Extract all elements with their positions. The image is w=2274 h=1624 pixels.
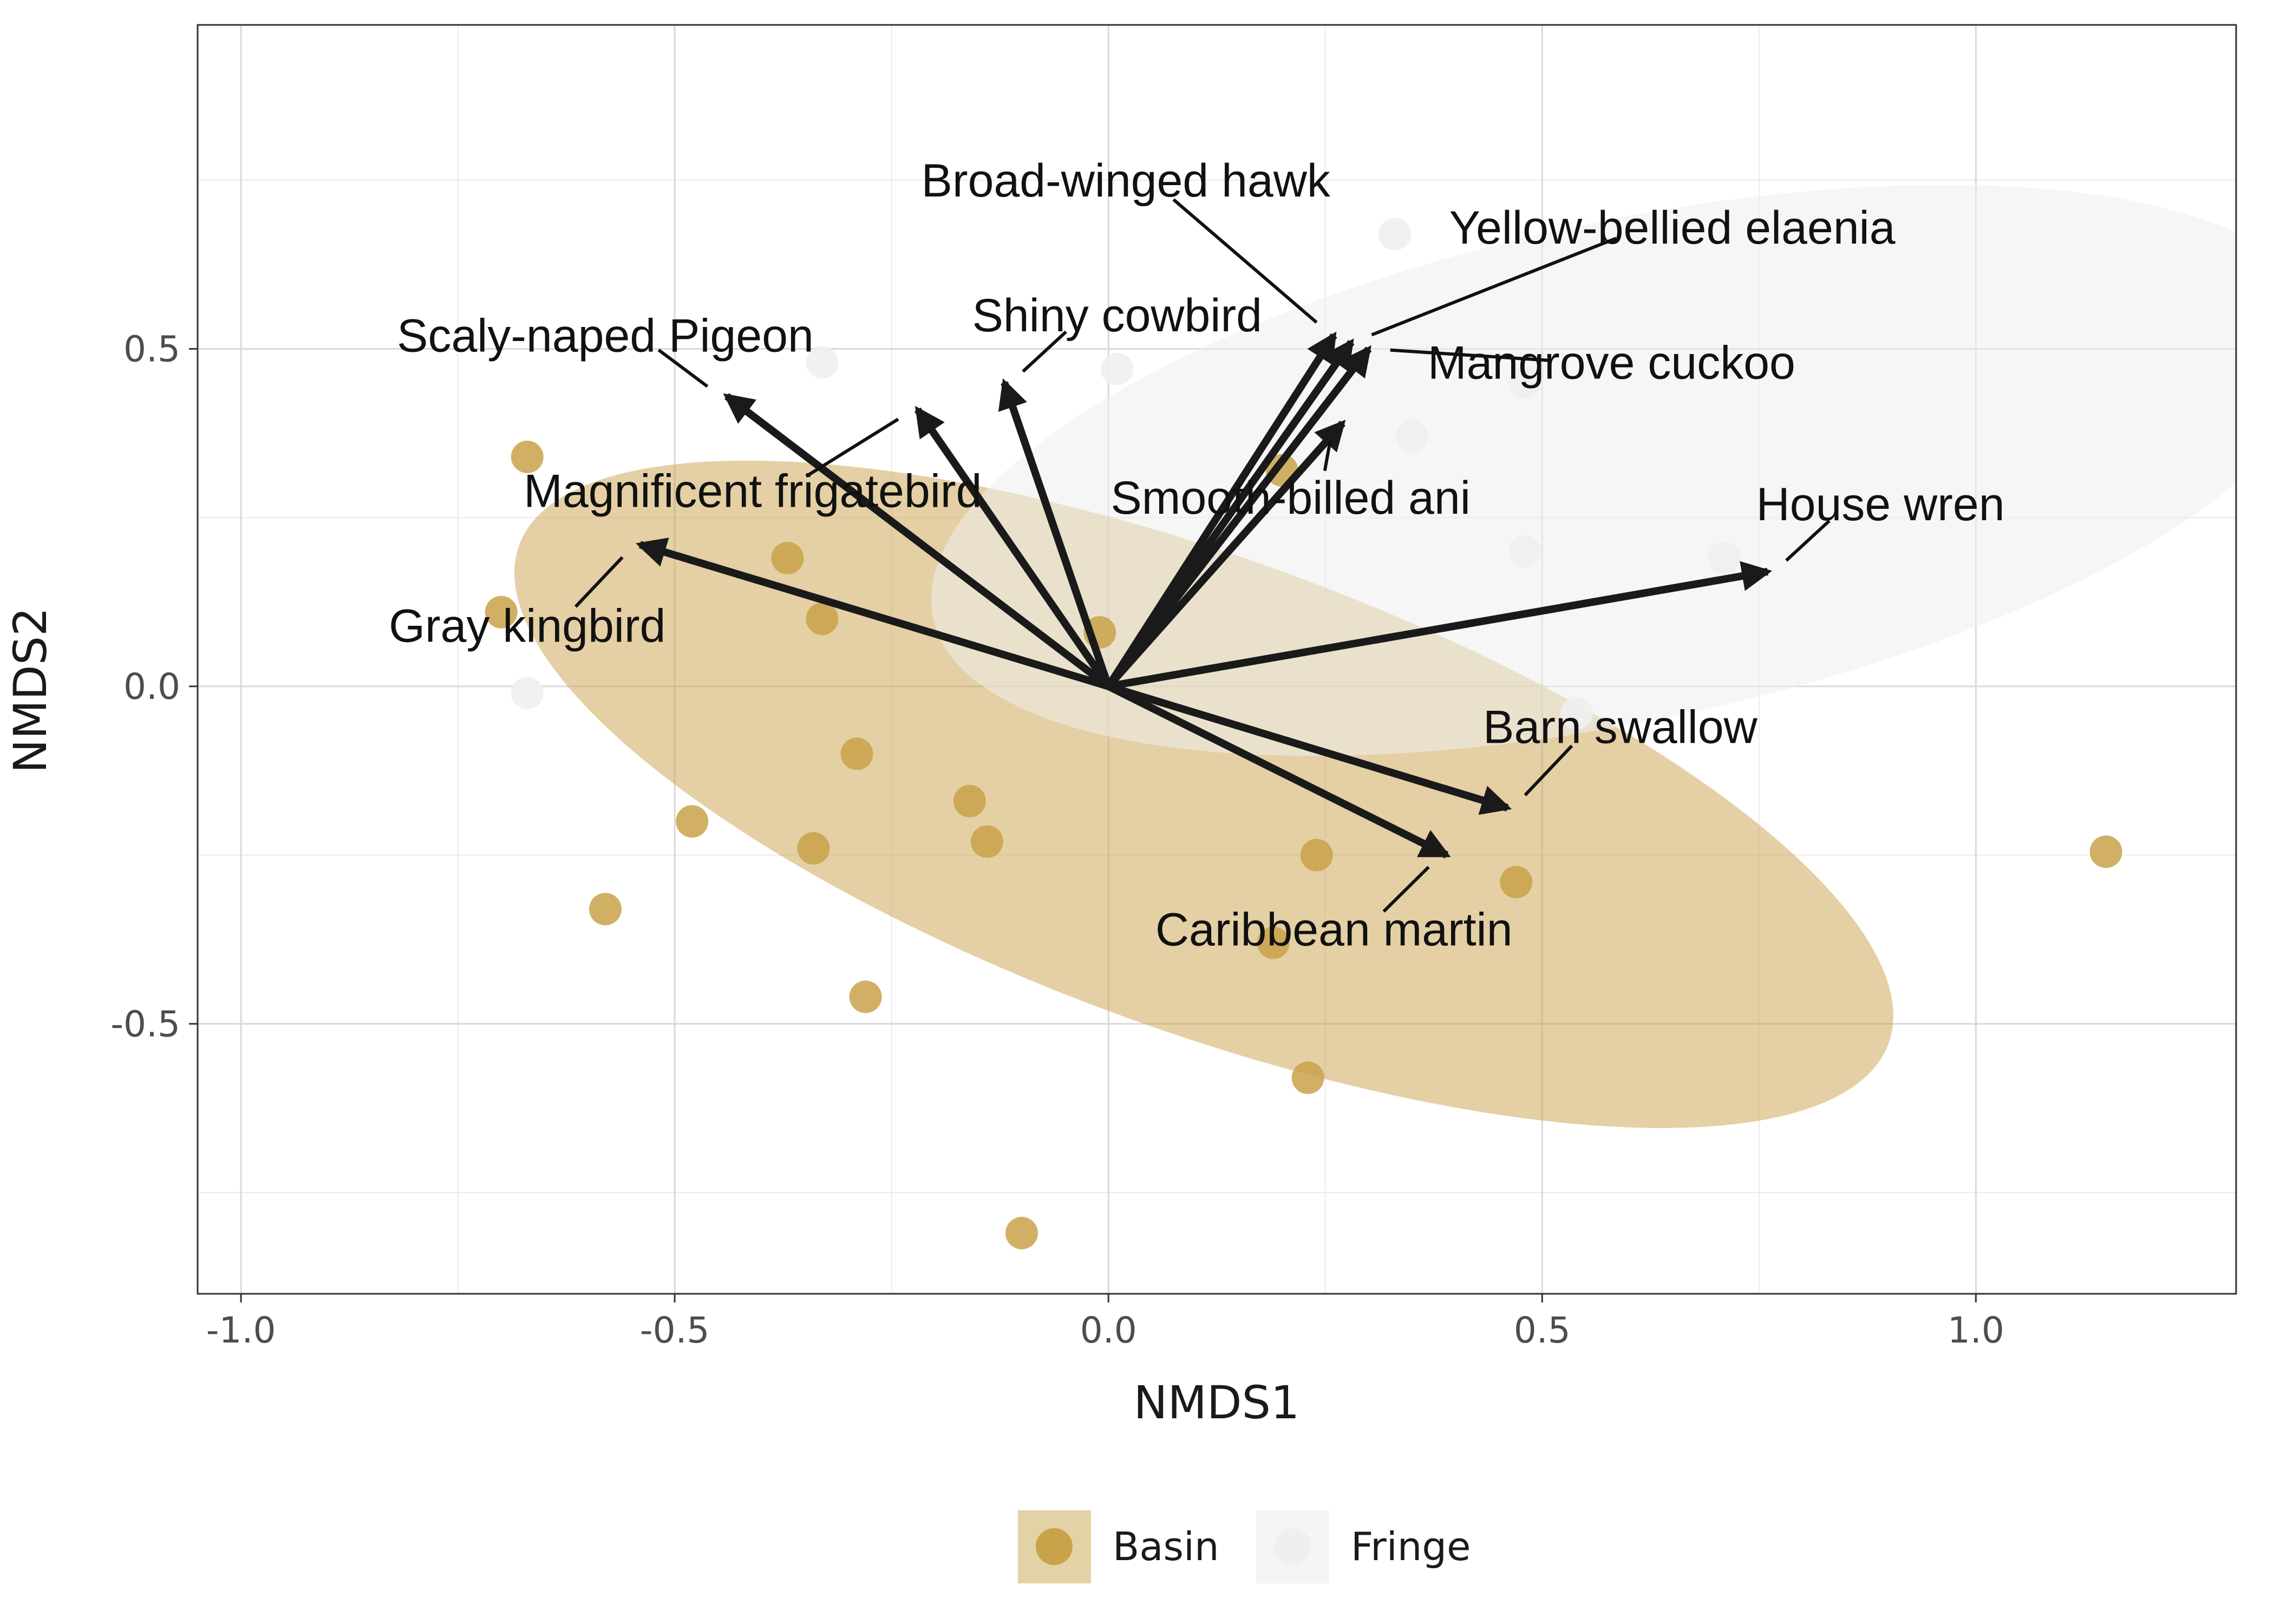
point-basin [797, 832, 830, 865]
leader-scaly-naped-pigeon [657, 348, 709, 388]
axis-ticks: -1.0 -0.5 0.0 0.5 1.0 -0.5 0.0 0.5 [110, 328, 2004, 1351]
vector-labels: Broad-winged hawk Yellow-bellied elaenia M… [389, 155, 2004, 956]
label-broad-winged-hawk: Broad-winged hawk [922, 155, 1331, 207]
point-basin [806, 603, 839, 636]
x-axis-title: NMDS1 [1134, 1376, 1300, 1429]
label-shiny-cowbird: Shiny cowbird [972, 290, 1262, 342]
x-tick-label: 1.0 [1948, 1309, 2004, 1351]
legend-point-basin [1036, 1528, 1073, 1565]
legend-label-basin: Basin [1113, 1524, 1219, 1569]
sample-points [485, 218, 2122, 1249]
point-basin [485, 595, 518, 628]
x-tick-label: 0.0 [1080, 1309, 1137, 1351]
point-fringe [511, 677, 544, 710]
point-basin [953, 784, 986, 817]
leader-yellow-bellied-elaenia [1371, 237, 1617, 337]
vector-barn-swallow [1107, 683, 1512, 815]
point-fringe [1508, 366, 1541, 399]
vector-gray-kingbird [636, 538, 1110, 690]
point-basin [1005, 1216, 1038, 1249]
leader-broad-winged-hawk [1172, 198, 1318, 324]
y-tick-label: 0.5 [123, 328, 180, 370]
point-fringe [1560, 697, 1593, 730]
vector-magnificent-frigatebird [914, 405, 1112, 689]
point-basin [1291, 1062, 1324, 1095]
label-house-wren: House wren [1756, 479, 2005, 531]
group-ellipses [514, 185, 2236, 1128]
leader-barn-swallow [1524, 744, 1573, 797]
point-basin [849, 980, 882, 1013]
point-basin [676, 805, 709, 838]
point-basin [840, 737, 873, 770]
point-basin [2089, 835, 2122, 868]
point-basin [511, 440, 544, 473]
y-axis-title: NMDS2 [4, 607, 57, 774]
point-fringe [1708, 541, 1741, 574]
point-basin [1257, 926, 1290, 959]
leader-caribbean-martin [1382, 866, 1430, 913]
label-magnificent-frigatebird: Magnificent frigatebird [524, 465, 982, 517]
label-smooth-billed-ani: Smooth-billed ani [1110, 472, 1470, 524]
ellipse-basin [514, 460, 1893, 1128]
x-tick-label: 0.5 [1514, 1309, 1571, 1351]
species-vectors [636, 331, 1773, 859]
point-basin [589, 893, 622, 926]
point-basin [771, 541, 804, 574]
label-gray-kingbird: Gray kingbird [389, 600, 665, 652]
point-basin [1300, 839, 1333, 872]
leader-magnificent-frigatebird [805, 417, 899, 478]
label-mangrove-cuckoo: Mangrove cuckoo [1428, 337, 1795, 389]
point-fringe [806, 346, 839, 379]
vector-caribbean-martin [1107, 683, 1451, 859]
vector-mangrove-cuckoo [1105, 345, 1372, 689]
point-basin [1500, 866, 1533, 899]
leader-smooth-billed-ani [1323, 440, 1332, 472]
x-tick-label: -0.5 [640, 1309, 710, 1351]
label-barn-swallow: Barn swallow [1483, 702, 1758, 754]
leader-house-wren [1785, 519, 1831, 562]
legend-point-fringe [1274, 1528, 1311, 1565]
y-tick-label: -0.5 [110, 1003, 180, 1045]
leader-mangrove-cuckoo [1390, 348, 1552, 363]
leader-shiny-cowbird [1022, 330, 1067, 373]
point-fringe [1101, 352, 1134, 385]
label-yellow-bellied-elaenia: Yellow-bellied elaenia [1449, 202, 1896, 254]
vector-smooth-billed-ani [1106, 420, 1346, 689]
label-caribbean-martin: Caribbean martin [1155, 904, 1513, 956]
ellipse-fringe [931, 185, 2236, 756]
legend-label-fringe: Fringe [1351, 1524, 1471, 1569]
point-basin [970, 825, 1003, 858]
x-tick-label: -1.0 [206, 1309, 276, 1351]
y-tick-label: 0.0 [123, 666, 180, 708]
point-fringe [1508, 535, 1541, 568]
plot-border [197, 24, 2237, 1295]
point-fringe [1378, 218, 1411, 251]
vector-shiny-cowbird [998, 378, 1112, 688]
legend: Basin Fringe [1018, 1510, 1471, 1583]
leader-gray-kingbird [574, 556, 624, 608]
vector-house-wren [1108, 561, 1773, 690]
label-scaly-naped-pigeon: Scaly-naped Pigeon [397, 310, 814, 362]
vector-scaly-naped-pigeon [723, 393, 1111, 690]
point-fringe [1395, 420, 1428, 453]
